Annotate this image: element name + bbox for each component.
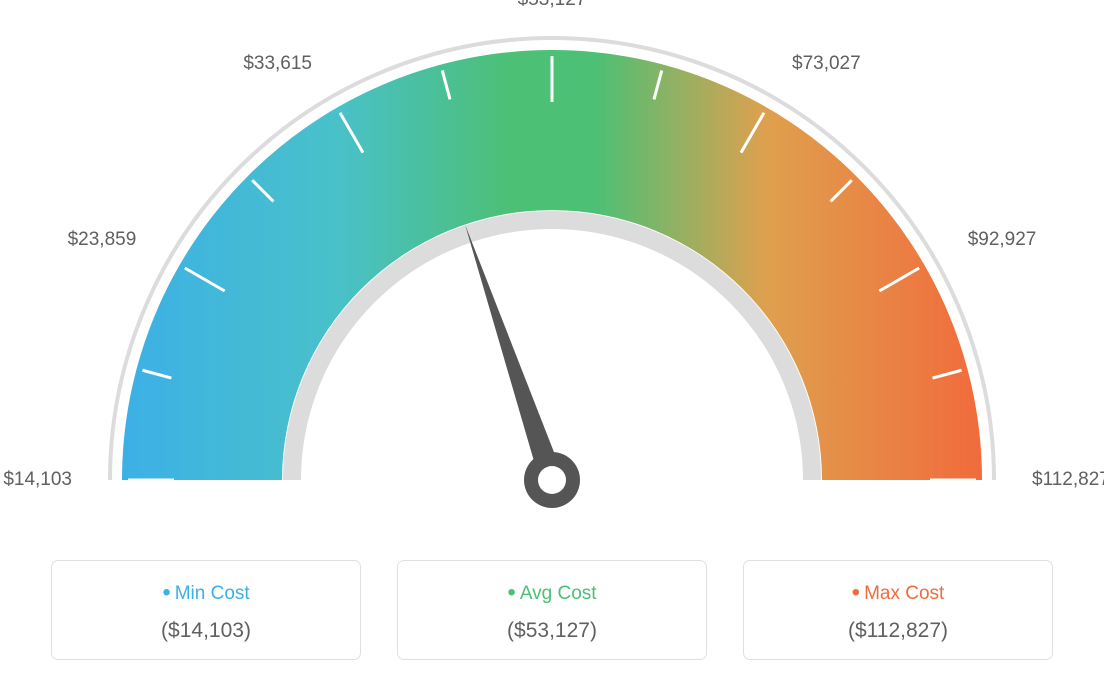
legend-label: Avg Cost: [520, 583, 597, 604]
legend-title-min: •Min Cost: [52, 579, 360, 607]
gauge-tick-label: $53,127: [518, 0, 587, 11]
gauge-needle: [465, 224, 563, 483]
gauge-tick-label: $112,827: [1032, 469, 1104, 491]
gauge-tick-label: $73,027: [792, 53, 861, 75]
legend-value-max: ($112,827): [744, 619, 1052, 643]
gauge-tick-label: $92,927: [968, 229, 1037, 251]
gauge-hub-hole: [538, 466, 566, 494]
gauge-tick-label: $33,615: [243, 53, 312, 75]
legend-value-min: ($14,103): [52, 619, 360, 643]
legend-label: Min Cost: [175, 583, 250, 604]
gauge-tick-label: $23,859: [68, 229, 137, 251]
gauge-svg: [52, 20, 1052, 540]
gauge-color-band: [122, 50, 982, 480]
legend-label: Max Cost: [864, 583, 944, 604]
legend-row: •Min Cost ($14,103) •Avg Cost ($53,127) …: [0, 560, 1104, 660]
legend-title-avg: •Avg Cost: [398, 579, 706, 607]
legend-card-min: •Min Cost ($14,103): [51, 560, 361, 660]
legend-card-max: •Max Cost ($112,827): [743, 560, 1053, 660]
gauge-tick-label: $14,103: [3, 469, 72, 491]
legend-title-max: •Max Cost: [744, 579, 1052, 607]
legend-card-avg: •Avg Cost ($53,127): [397, 560, 707, 660]
gauge-chart: $14,103 $23,859 $33,615 $53,127 $73,027 $92,9…: [0, 0, 1104, 540]
legend-value-avg: ($53,127): [398, 619, 706, 643]
